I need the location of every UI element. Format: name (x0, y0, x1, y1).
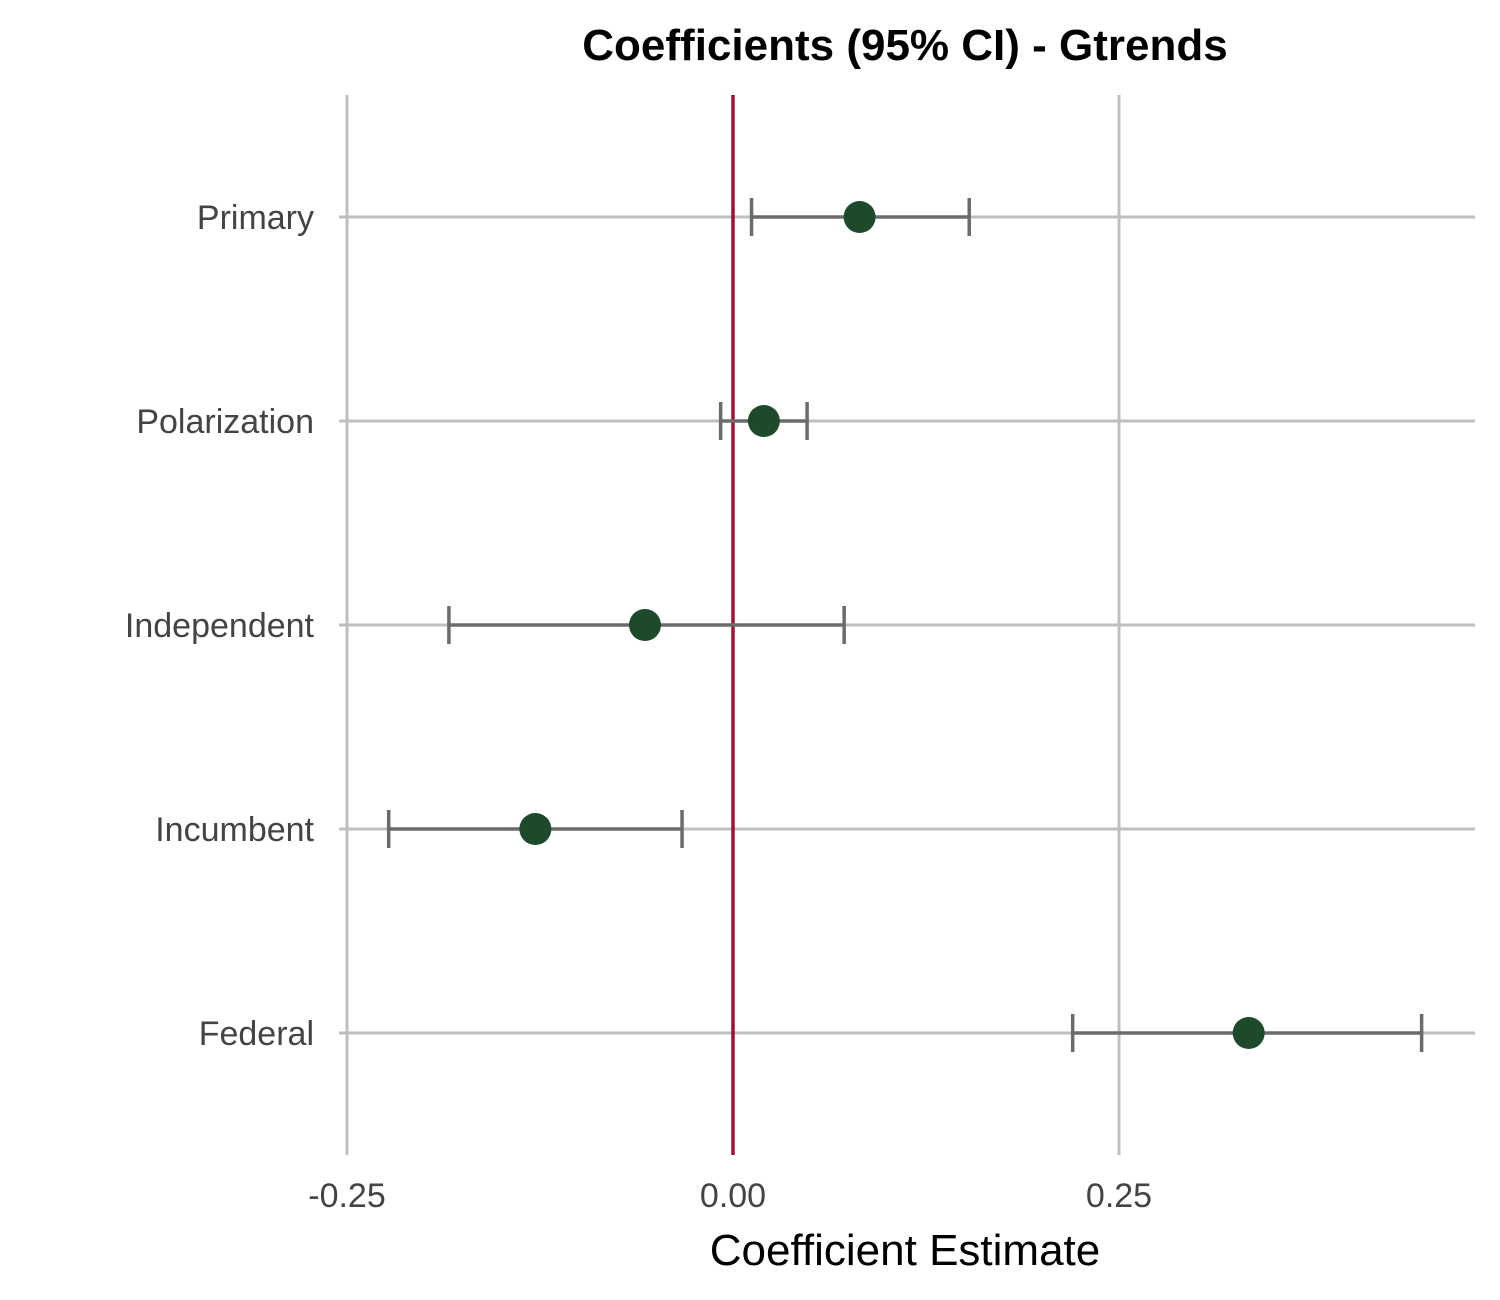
x-tick-label-0: -0.25 (308, 1177, 386, 1215)
chart-title: Coefficients (95% CI) - Gtrends (582, 21, 1227, 70)
y-tick-label-federal: Federal (199, 1015, 314, 1053)
estimate-independent (447, 606, 846, 644)
y-tick-label-primary: Primary (197, 199, 314, 237)
x-tick-label-2: 0.25 (1086, 1177, 1152, 1215)
x-tick-label-1: 0.00 (700, 1177, 766, 1215)
estimate-primary (749, 198, 971, 236)
point-incumbent (519, 813, 552, 845)
y-tick-label-independent: Independent (125, 607, 315, 645)
point-independent (628, 609, 661, 641)
point-polarization (747, 405, 780, 437)
y-tick-label-polarization: Polarization (136, 403, 314, 441)
point-federal (1232, 1017, 1265, 1049)
point-primary (843, 201, 876, 233)
x-tick-labels: -0.25 0.00 0.25 (308, 1177, 1152, 1215)
marks (386, 198, 1424, 1052)
estimate-federal (1070, 1014, 1424, 1052)
x-axis-label: Coefficient Estimate (710, 1226, 1100, 1275)
y-tick-label-incumbent: Incumbent (155, 811, 314, 849)
y-tick-labels: Primary Polarization Independent Incumbent F… (125, 199, 315, 1053)
estimate-polarization (718, 402, 809, 440)
estimate-incumbent (386, 810, 684, 848)
